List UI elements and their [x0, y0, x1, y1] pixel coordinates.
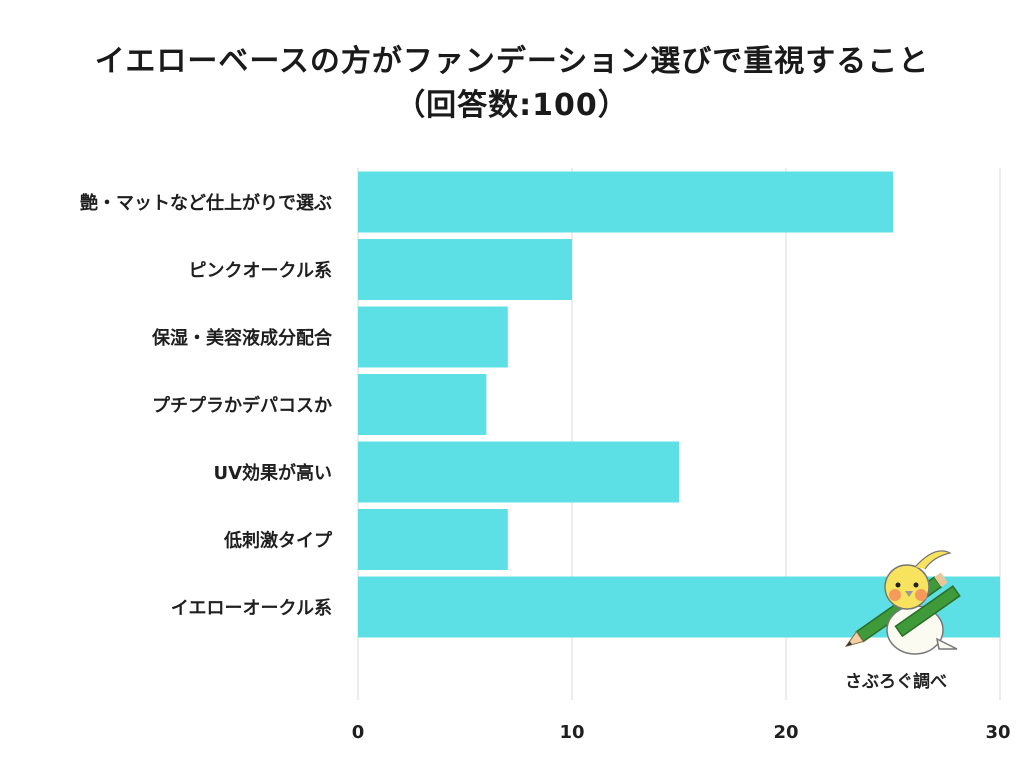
- category-label: 低刺激タイプ: [223, 530, 333, 552]
- category-label: ピンクオークル系: [189, 261, 332, 282]
- bar-1: [358, 239, 572, 300]
- chart-subtitle: （回答数:100）: [395, 88, 629, 123]
- category-label: UV効果が高い: [213, 462, 332, 484]
- chart-title-block: イエローベースの方がファンデーション選びで重視すること （回答数:100）: [0, 40, 1024, 128]
- chart-title: イエローベースの方がファンデーション選びで重視すること: [94, 44, 930, 79]
- bar-2: [358, 306, 508, 368]
- x-tick-label: 20: [773, 722, 798, 743]
- credit-text: さぶろぐ調べ: [845, 672, 947, 692]
- bar-4: [358, 441, 679, 503]
- x-tick-label: 10: [559, 722, 584, 743]
- bar-3: [358, 374, 487, 435]
- x-tick-label: 0: [352, 722, 365, 743]
- x-tick-label: 30: [985, 722, 1010, 743]
- category-labels: 艶・マットなど仕上がりで選ぶピンクオークル系保湿・美容液成分配合プチプラかデパコ…: [80, 192, 333, 619]
- category-label: イエローオークル系: [171, 598, 332, 619]
- category-label: 艶・マットなど仕上がりで選ぶ: [80, 192, 332, 214]
- x-tick-labels: 0 10 20 30: [352, 722, 1011, 743]
- category-label: 保湿・美容液成分配合: [151, 327, 333, 349]
- bar-0: [358, 171, 893, 233]
- cockatiel-with-pencil-icon: [844, 550, 961, 655]
- category-label: プチプラかデパコスか: [152, 395, 332, 417]
- bar-5: [358, 509, 508, 570]
